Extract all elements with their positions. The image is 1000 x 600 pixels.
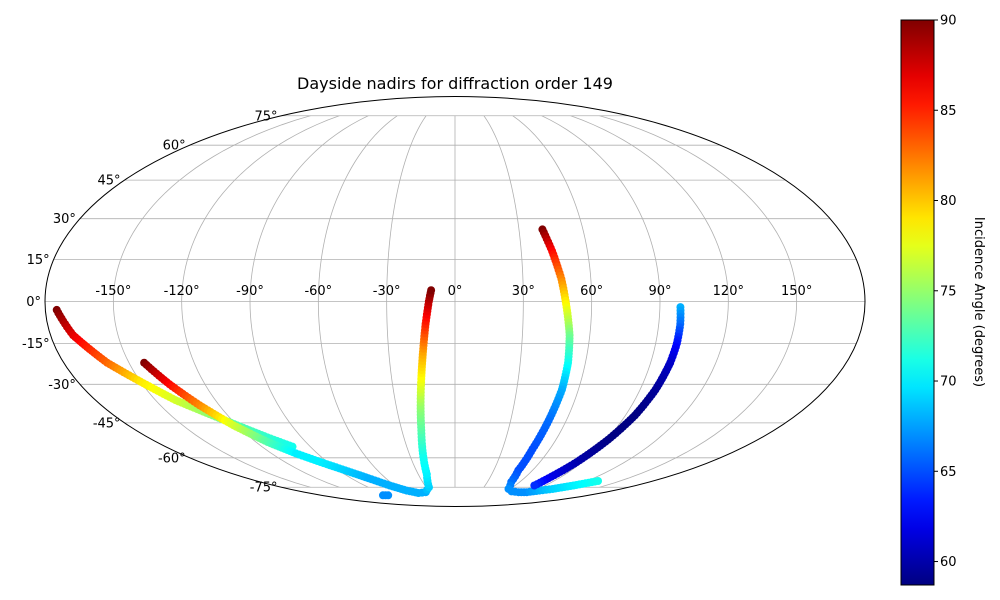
lon-tick-label: 0° [448, 284, 463, 299]
colorbar-tick-label: 90 [940, 14, 957, 29]
nadir-points [52, 225, 685, 500]
meridian-gridline [249, 115, 369, 488]
colorbar-tick-label: 85 [940, 104, 957, 119]
colorbar-tick-label: 70 [940, 375, 957, 390]
lat-tick-label: 15° [27, 253, 50, 268]
meridian-gridline [512, 115, 593, 488]
lat-tick-label: 60° [163, 139, 186, 154]
lon-tick-label: 90° [648, 284, 671, 299]
colorbar-ticks: 90 85 80 75 70 65 60 [934, 14, 957, 570]
colorbar-tick-label: 60 [940, 555, 957, 570]
map-outline [44, 96, 866, 507]
lon-tick-label: -60° [304, 284, 332, 299]
nadir-point [594, 476, 603, 485]
nadir-point [384, 491, 393, 500]
meridian-gridline [599, 115, 798, 488]
lon-tick-label: -150° [95, 284, 131, 299]
nadir-point [427, 286, 436, 295]
nadir-point [530, 481, 539, 490]
lat-tick-label: -45° [93, 416, 121, 431]
lon-tick-label: -90° [236, 284, 264, 299]
lat-tick-label: -60° [158, 451, 186, 466]
lat-tick-label: -15° [22, 337, 50, 352]
lat-tick-label: 0° [26, 295, 41, 310]
colorbar-tick-label: 80 [940, 194, 957, 209]
lon-tick-label: 30° [512, 284, 535, 299]
lat-tick-label: -30° [48, 378, 76, 393]
lat-tick-label: 75° [254, 109, 277, 124]
lon-tick-label: 150° [781, 284, 812, 299]
meridian-gridline [483, 115, 524, 488]
meridian-gridline [317, 115, 398, 488]
latitude-tick-labels: 75° 60° 45° 30° 15° 0° -15° -30° -45° -60° -75° [22, 109, 278, 495]
chart-title: Dayside nadirs for diffraction order 149 [297, 74, 613, 93]
lat-tick-label: 45° [98, 174, 121, 189]
lon-tick-label: 120° [713, 284, 744, 299]
graticule [45, 115, 865, 488]
lat-tick-label: -75° [250, 481, 278, 496]
colorbar [900, 19, 935, 586]
lon-tick-label: -30° [373, 284, 401, 299]
meridian-gridline [112, 115, 311, 488]
longitude-tick-labels: -150° -120° -90° -60° -30° 0° 30° 60° 90° 120° 150… [95, 284, 812, 299]
colorbar-label: Incidence Angle (degrees) [971, 217, 986, 387]
lon-tick-label: 60° [580, 284, 603, 299]
colorbar-tick-label: 75 [940, 284, 957, 299]
lon-tick-label: -120° [164, 284, 200, 299]
colorbar-tick-label: 65 [940, 465, 957, 480]
meridian-gridline [386, 115, 427, 488]
meridian-gridline [570, 115, 729, 488]
lat-tick-label: 30° [53, 212, 76, 227]
